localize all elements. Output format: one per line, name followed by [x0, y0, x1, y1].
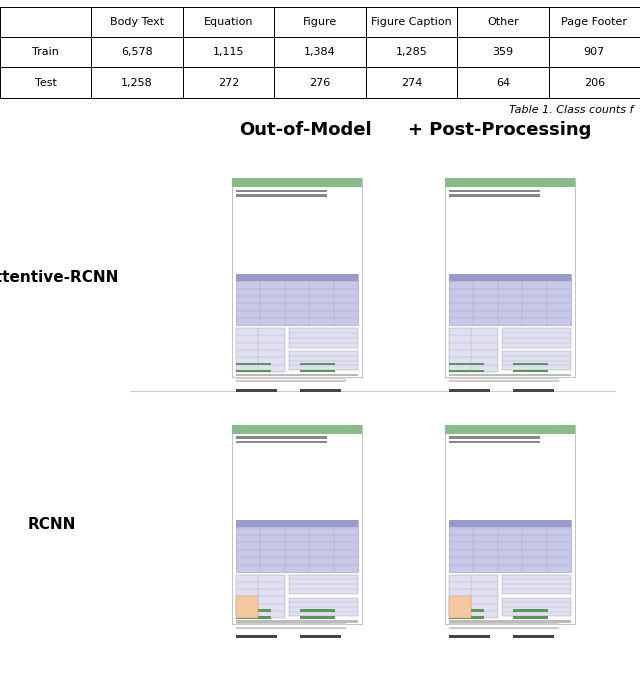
Bar [449, 624, 559, 625]
Bar [513, 635, 554, 639]
Bar [236, 616, 271, 618]
Bar [236, 190, 327, 192]
Bar [236, 520, 358, 527]
Bar [449, 609, 484, 612]
Bar [236, 369, 271, 372]
Bar [449, 381, 559, 383]
Bar [445, 425, 575, 624]
Bar [232, 178, 362, 188]
Bar [449, 627, 559, 629]
Bar [449, 441, 540, 443]
Bar [445, 425, 575, 434]
Bar [449, 620, 571, 623]
Bar [236, 374, 358, 376]
Bar [236, 620, 358, 623]
Bar [300, 609, 335, 612]
Bar [449, 274, 571, 325]
Text: + Post-Processing: + Post-Processing [408, 121, 592, 139]
Bar [449, 616, 484, 618]
Bar [236, 595, 258, 618]
Bar [449, 274, 571, 281]
Bar [449, 194, 540, 196]
Bar [236, 441, 327, 443]
Bar [300, 635, 340, 639]
Bar [513, 369, 548, 372]
Bar [300, 362, 335, 365]
Bar [502, 598, 571, 616]
Bar [502, 574, 571, 594]
Bar [289, 574, 358, 594]
Bar [236, 381, 346, 383]
Text: RCNN: RCNN [28, 517, 76, 532]
Bar [449, 574, 499, 618]
Bar [449, 190, 540, 192]
Bar [513, 616, 548, 618]
Bar [513, 362, 548, 365]
Bar [513, 389, 554, 391]
Bar [449, 362, 484, 365]
Bar [232, 425, 362, 624]
Text: Out-of-Model: Out-of-Model [239, 121, 371, 139]
Bar [449, 635, 490, 639]
Bar [449, 520, 571, 572]
Bar [236, 362, 271, 365]
Bar [289, 598, 358, 616]
Bar [236, 635, 277, 639]
Bar [513, 609, 548, 612]
Bar [236, 274, 358, 325]
Bar [289, 351, 358, 370]
Bar [449, 374, 571, 376]
Bar [232, 425, 362, 434]
Bar [449, 377, 559, 379]
Bar [236, 609, 271, 612]
Bar [236, 436, 327, 439]
Bar [236, 328, 285, 372]
Bar [445, 178, 575, 188]
Text: Attentive-RCNN: Attentive-RCNN [0, 270, 120, 286]
Bar [449, 369, 484, 372]
Bar [300, 369, 335, 372]
Text: Table 1. Class counts f: Table 1. Class counts f [509, 105, 634, 115]
Bar [445, 178, 575, 377]
Bar [236, 520, 358, 572]
Bar [502, 351, 571, 370]
Bar [449, 436, 540, 439]
Bar [236, 389, 277, 391]
Bar [449, 520, 571, 527]
Bar [300, 389, 340, 391]
Bar [236, 627, 346, 629]
Bar [300, 616, 335, 618]
Bar [289, 328, 358, 348]
Bar [449, 389, 490, 391]
Bar [236, 574, 285, 618]
Bar [232, 178, 362, 377]
Bar [236, 624, 346, 625]
Bar [236, 194, 327, 196]
Bar [236, 377, 346, 379]
Bar [449, 595, 470, 618]
Bar [502, 328, 571, 348]
Bar [236, 274, 358, 281]
Bar [449, 328, 499, 372]
